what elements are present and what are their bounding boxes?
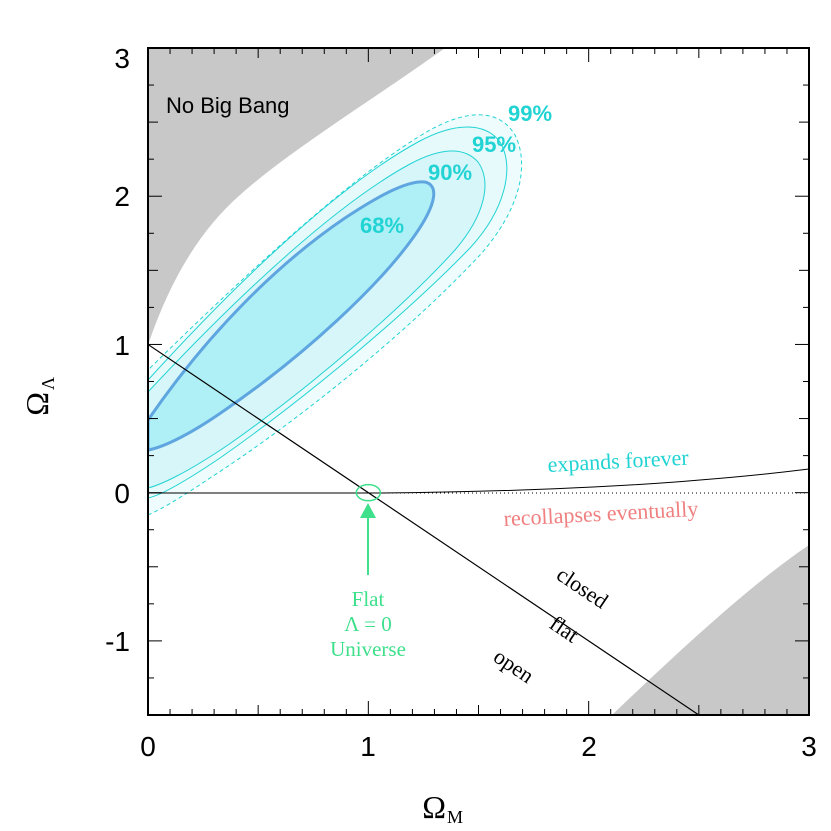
axis-ticks (147, 47, 810, 716)
y-tick-label: -1 (105, 626, 130, 657)
expand-boundary-curve (148, 468, 809, 494)
y-tick-label: 3 (114, 43, 130, 74)
confidence-label-68: 68% (360, 213, 404, 238)
x-tick-label: 3 (801, 731, 817, 762)
x-tick-label: 0 (140, 731, 156, 762)
y-tick-labels: -1 0 1 2 3 (105, 43, 130, 657)
x-tick-label: 1 (360, 731, 376, 762)
flat-universe-label-line-3: Universe (330, 637, 406, 661)
flat-universe-line (148, 343, 700, 715)
y-axis-title-symbol: Ω (19, 392, 55, 416)
flat-universe-marker (355, 483, 382, 502)
x-tick-labels: 0 1 2 3 (140, 731, 817, 762)
no-big-bang-label: No Big Bang (166, 93, 290, 118)
x-axis-title-subscript: M (447, 807, 463, 827)
y-axis-title-subscript: Λ (38, 377, 58, 390)
confidence-label-95: 95% (472, 132, 516, 157)
recollapses-eventually-label: recollapses eventually (503, 496, 699, 531)
bottom-right-gray-region (612, 545, 809, 715)
no-big-bang-region (148, 48, 445, 345)
expands-forever-label: expands forever (547, 445, 690, 477)
flat-universe-label-line-2: Λ = 0 (344, 612, 392, 636)
closed-label: closed (552, 561, 613, 613)
contour-68 (148, 180, 436, 452)
y-axis-title: Ω Λ (19, 377, 58, 416)
plot-area (148, 48, 809, 715)
x-axis-title-symbol: Ω (422, 789, 446, 825)
open-label: open (489, 643, 538, 688)
y-tick-label: 2 (114, 181, 130, 212)
x-tick-label: 2 (581, 731, 597, 762)
confidence-label-99: 99% (508, 101, 552, 126)
y-tick-label: 0 (114, 478, 130, 509)
flat-universe-arrow (360, 503, 376, 575)
x-axis-title: Ω M (422, 789, 463, 827)
y-tick-label: 1 (114, 330, 130, 361)
confidence-label-90: 90% (428, 160, 472, 185)
flat-universe-label-line-1: Flat (352, 587, 385, 611)
